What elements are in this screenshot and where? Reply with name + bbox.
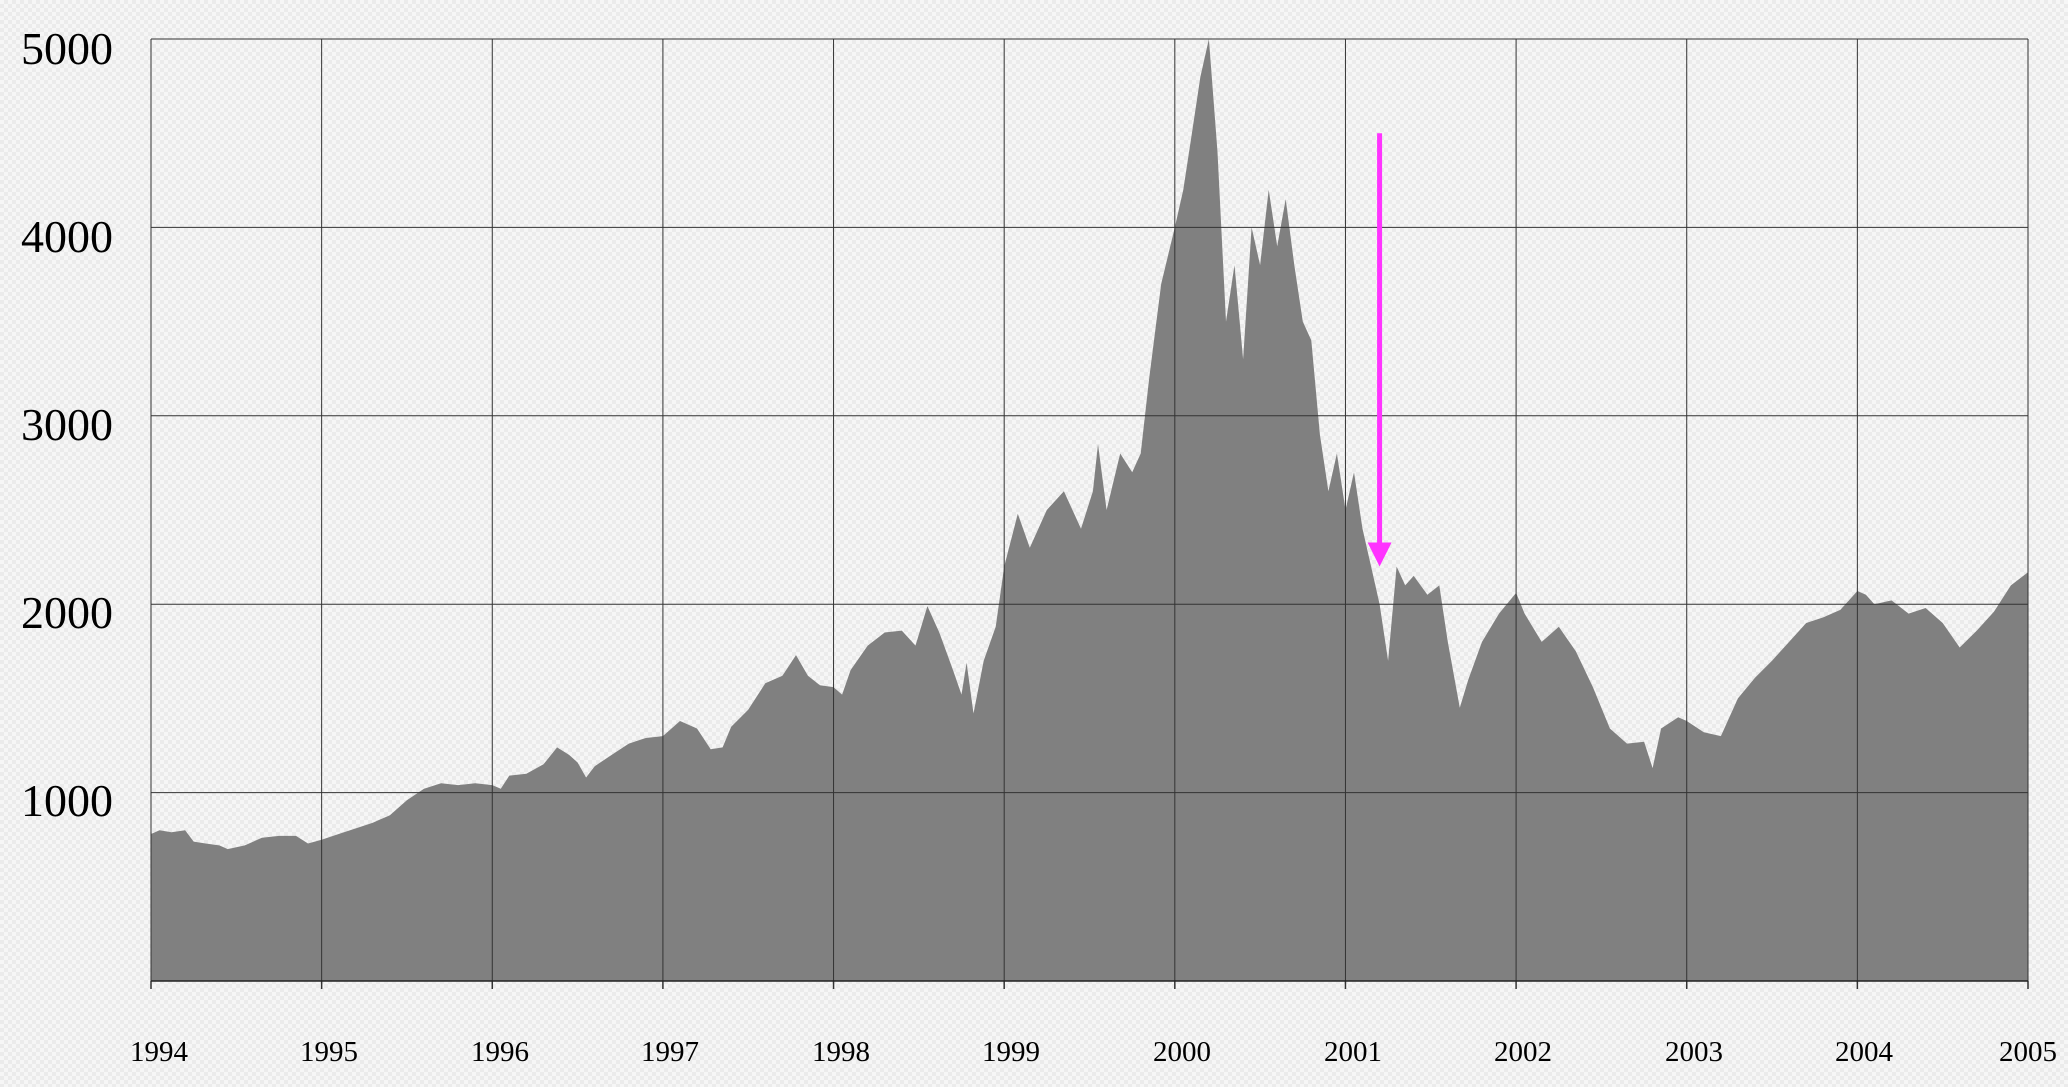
x-axis-tick-labels: 1994 1995 1996 1997 1998 1999 2000 2001 … [130, 1036, 2057, 1068]
x-tick-label-1998: 1998 [812, 1036, 870, 1068]
x-tick-label-2000: 2000 [1153, 1036, 1211, 1068]
x-tick-label-2002: 2002 [1494, 1036, 1552, 1068]
y-tick-label-5000: 5000 [21, 23, 113, 74]
x-tick-label-1995: 1995 [300, 1036, 358, 1068]
x-tick-label-1999: 1999 [982, 1036, 1040, 1068]
x-tick-label-1996: 1996 [471, 1036, 529, 1068]
y-tick-label-1000: 1000 [21, 775, 113, 826]
x-tick-label-2003: 2003 [1665, 1036, 1723, 1068]
x-tick-label-2001: 2001 [1324, 1036, 1382, 1068]
y-tick-label-4000: 4000 [21, 211, 113, 262]
annotation-arrow-head [1367, 542, 1392, 567]
y-axis-tick-labels: 1000 2000 3000 4000 5000 [21, 23, 113, 826]
x-tick-label-1997: 1997 [641, 1036, 699, 1068]
x-tick-label-2005: 2005 [1999, 1036, 2057, 1068]
series-area [151, 39, 2028, 981]
x-tick-label-2004: 2004 [1835, 1036, 1894, 1068]
y-tick-label-2000: 2000 [21, 587, 113, 638]
y-tick-label-3000: 3000 [21, 399, 113, 450]
plot-area [150, 38, 2029, 989]
x-tick-label-1994: 1994 [130, 1036, 189, 1068]
